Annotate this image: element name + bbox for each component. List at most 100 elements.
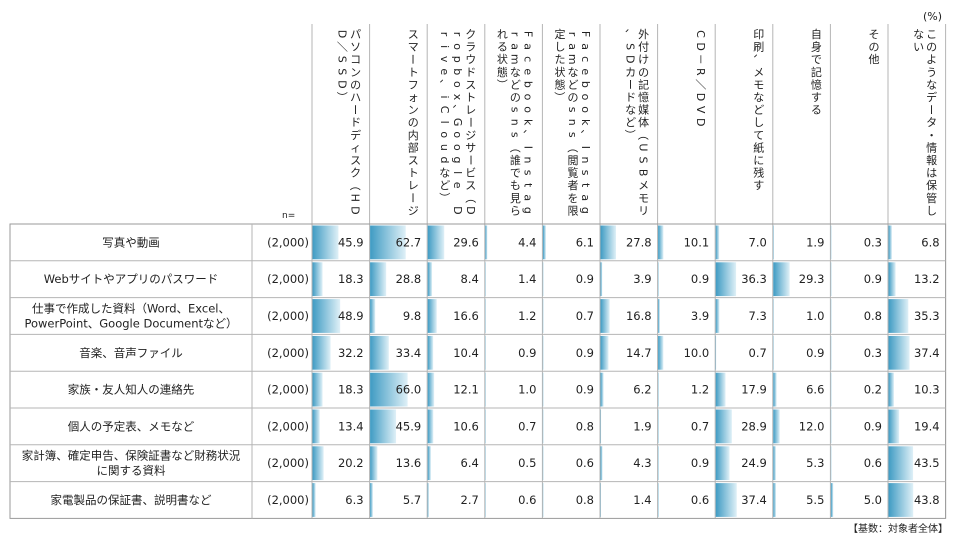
data-bar <box>427 483 429 517</box>
column-header-char: （ <box>566 142 579 153</box>
data-bar <box>658 225 664 260</box>
data-value-label: 24.9 <box>741 456 767 470</box>
data-bar <box>312 335 331 370</box>
data-bar <box>600 409 602 444</box>
data-bar <box>370 225 406 260</box>
column-header-char: o <box>521 106 534 113</box>
data-value-label: 6.8 <box>921 235 939 249</box>
column-header-char: ） <box>624 129 637 140</box>
data-bar <box>600 299 610 333</box>
data-value-label: 4.4 <box>518 235 536 249</box>
column-header-char: ／ <box>694 79 707 90</box>
column-header-char: で <box>510 167 521 180</box>
column-header-char: ラ <box>465 41 476 54</box>
data-value-label: 0.5 <box>518 456 536 470</box>
column-header-char: t <box>579 183 592 188</box>
data-bar <box>542 409 544 444</box>
column-header-char: の <box>350 78 361 91</box>
column-header-char: カ <box>625 66 636 79</box>
column-header-char: a <box>579 194 592 201</box>
column-header-char: 刷 <box>753 41 764 54</box>
column-header-char: ソ <box>350 41 361 54</box>
data-bar <box>312 225 339 260</box>
data-value-label: 13.6 <box>396 456 422 470</box>
data-value-label: 0.3 <box>864 346 882 360</box>
data-bar <box>773 225 774 260</box>
data-value-label: 13.2 <box>914 272 940 286</box>
data-value-label: 5.5 <box>806 493 824 507</box>
data-bar <box>888 262 896 297</box>
column-header-char: の <box>408 116 419 129</box>
data-bar <box>830 409 832 444</box>
column-header-char: ス <box>350 154 361 167</box>
column-header-char: F <box>521 31 534 37</box>
column-header-char: 残 <box>753 166 764 180</box>
data-bar <box>830 483 834 517</box>
column-header-char: i <box>438 45 451 48</box>
data-bar <box>370 409 397 444</box>
column-header-char: 限 <box>568 204 579 217</box>
row-label: 個人の予定表、メモなど <box>68 419 195 433</box>
data-value-label: 0.6 <box>518 493 536 507</box>
data-value-label: 13.4 <box>338 419 364 433</box>
column-header-char: こ <box>926 28 937 41</box>
data-bar <box>427 335 434 370</box>
data-value-label: 6.1 <box>576 235 594 249</box>
data-bar <box>370 483 373 517</box>
column-header-char: ど <box>753 104 764 117</box>
data-value-label: 12.0 <box>799 419 825 433</box>
column-header-char: 誰 <box>510 153 521 167</box>
column-header-char: i <box>438 95 451 98</box>
column-header-char: ー <box>406 54 419 65</box>
column-header-char: ド <box>465 66 476 79</box>
data-bar <box>427 446 431 481</box>
data-value-label: 29.6 <box>453 235 479 249</box>
column-header-char: e <box>451 182 464 189</box>
data-bar <box>773 483 776 517</box>
column-header-char: ど <box>568 78 579 91</box>
column-header-char: r <box>451 32 464 37</box>
data-value-label: 20.2 <box>338 456 364 470</box>
data-bar <box>370 335 389 370</box>
column-header-char: e <box>579 68 592 75</box>
column-header-char: し <box>753 116 764 129</box>
data-bar <box>312 262 323 297</box>
data-bar <box>715 299 720 333</box>
data-bar <box>485 335 486 370</box>
data-bar <box>888 335 910 370</box>
column-header-char: ィ <box>350 141 361 154</box>
data-value-label: 1.0 <box>806 309 824 323</box>
column-header-char: い <box>913 41 924 54</box>
column-header-char: 状 <box>497 52 508 66</box>
data-bar <box>600 446 603 481</box>
data-bar <box>830 446 832 481</box>
data-value-label: 0.9 <box>576 383 594 397</box>
data-bar <box>888 225 892 260</box>
column-header-char: ビ <box>465 167 476 180</box>
column-header-char: て <box>753 129 764 142</box>
column-header-char: D <box>349 206 362 214</box>
data-value-label: 48.9 <box>338 309 364 323</box>
column-header-char: ） <box>438 192 451 203</box>
data-value-label: 0.9 <box>518 346 536 360</box>
column-header-char: s <box>521 170 534 176</box>
data-bar <box>370 299 376 333</box>
row-n-value: (2,000) <box>267 456 309 470</box>
data-bar <box>600 372 604 407</box>
column-header-char: c <box>579 56 592 62</box>
data-bar <box>427 262 433 297</box>
data-bar <box>312 483 316 517</box>
column-header-char: た <box>555 53 566 66</box>
data-value-label: 1.0 <box>518 383 536 397</box>
column-header-char: ハ <box>350 91 361 104</box>
data-value-label: 16.6 <box>453 309 479 323</box>
column-header-char: D <box>464 206 477 214</box>
data-bar <box>600 262 603 297</box>
unit-label: (%) <box>922 10 942 23</box>
data-bar <box>658 409 659 444</box>
